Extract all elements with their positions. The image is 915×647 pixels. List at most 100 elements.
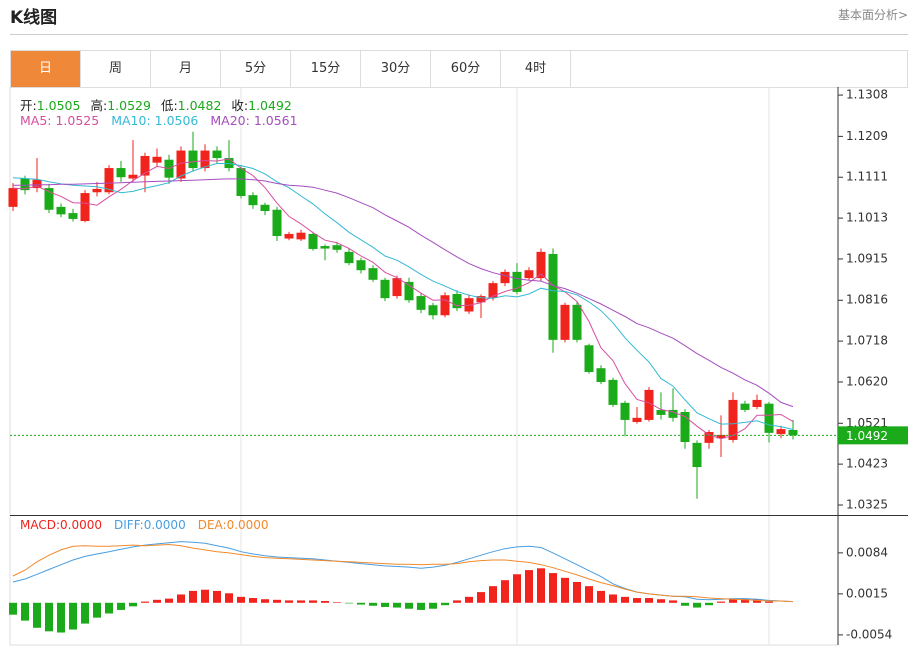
macd-bar <box>609 594 617 603</box>
macd-bar <box>177 594 185 603</box>
macd-bar <box>765 601 773 603</box>
candle-body <box>44 188 54 210</box>
macd-bar <box>405 602 413 609</box>
macd-bar <box>165 598 173 603</box>
macd-bar <box>309 600 317 603</box>
macd-line <box>12 543 794 603</box>
macd-bar <box>141 601 149 603</box>
legend-entry: MA20: 1.0561 <box>210 113 298 128</box>
tab[interactable]: 月 <box>151 51 221 87</box>
chart-title: K线图 <box>10 8 58 28</box>
plot: 1.1308 1.1209 1.1111 1.1013 1.0915 1.0816 1.07… <box>8 88 908 641</box>
macd-bar <box>381 602 389 607</box>
candle-body <box>680 412 690 443</box>
tab[interactable]: 30分 <box>361 51 431 87</box>
candle-body <box>716 434 726 439</box>
macd-bar <box>645 598 653 603</box>
candle-body <box>620 402 630 420</box>
ma-line <box>12 158 794 440</box>
y-tick-label: 1.0718 <box>846 334 888 348</box>
y-tick-label: 1.0325 <box>846 497 888 511</box>
candle-body <box>608 379 618 405</box>
legend-entry: MACD:0.0000 <box>20 518 103 532</box>
candle-body <box>200 150 210 169</box>
candle-body <box>140 155 150 176</box>
candle-body <box>260 204 270 212</box>
macd-bar <box>717 601 725 603</box>
candle-body <box>344 251 354 264</box>
tab[interactable]: 周 <box>81 51 151 87</box>
y-tick-label: 1.1308 <box>846 88 888 102</box>
last-price-tag <box>838 426 908 445</box>
candle-body <box>416 296 426 310</box>
macd-bar <box>81 602 89 624</box>
period-tabs: 日周月 5分 15分 30分 60分 4时 <box>10 50 908 88</box>
candle-body <box>212 150 222 159</box>
y-tick-label: 1.0816 <box>846 293 888 307</box>
y-tick-label: 0.0084 <box>846 545 888 559</box>
macd-bar <box>21 602 29 621</box>
macd-bar <box>465 596 473 603</box>
macd-bar <box>513 574 521 603</box>
tab[interactable]: 5分 <box>221 51 291 87</box>
y-tick-label: 1.0423 <box>846 457 888 471</box>
y-tick-label: 1.0915 <box>846 251 888 265</box>
macd-bar <box>345 602 353 604</box>
ma-line <box>12 163 794 430</box>
macd-line <box>12 541 794 603</box>
candle-body <box>368 268 378 280</box>
candle-body <box>632 417 642 423</box>
macd-bar <box>537 568 545 603</box>
tab[interactable]: 日 <box>11 51 81 87</box>
macd-bar <box>729 599 737 603</box>
ohlc-info: 开:1.0505 高:1.0529 低:1.0482 收:1.0492 <box>20 95 302 114</box>
candle-body <box>32 179 42 189</box>
legend-entry: DIFF:0.0000 <box>114 518 186 532</box>
candle-body <box>428 305 438 316</box>
macd-bar <box>249 598 257 603</box>
tab[interactable]: 15分 <box>291 51 361 87</box>
macd-bar <box>129 602 137 607</box>
macd-bar <box>189 590 197 603</box>
candle-body <box>692 442 702 468</box>
candle-body <box>440 295 450 316</box>
y-tick-label: 1.1111 <box>846 170 888 184</box>
divider <box>10 34 908 35</box>
macd-bar <box>237 596 245 603</box>
candle-body <box>476 296 486 303</box>
info-value: 1.0492 <box>248 98 292 113</box>
macd-bar <box>429 602 437 609</box>
candle-body <box>176 150 186 179</box>
candle-body <box>308 233 318 249</box>
candle-body <box>272 209 282 237</box>
macd-bar <box>705 602 713 606</box>
macd-bar <box>201 589 209 603</box>
candle-body <box>104 168 114 193</box>
candle-body <box>704 432 714 443</box>
y-tick-label: -0.0054 <box>846 627 892 641</box>
candle-body <box>392 278 402 297</box>
candle-body <box>788 429 798 436</box>
candle-body <box>452 293 462 309</box>
legend-entry: MA5: 1.0525 <box>20 113 100 128</box>
candle-body <box>500 271 510 284</box>
macd-bar <box>369 602 377 606</box>
candle-body <box>404 281 414 301</box>
tab[interactable]: 4时 <box>501 51 571 87</box>
candle-body <box>56 206 66 215</box>
candle-body <box>524 270 534 279</box>
macd-bar <box>489 586 497 603</box>
macd-bar <box>561 577 569 603</box>
candle-body <box>488 283 498 298</box>
macd-bar <box>501 580 509 603</box>
candle-body <box>20 178 30 191</box>
info-label: 收: <box>231 98 249 113</box>
candle-body <box>236 168 246 197</box>
fundamental-link[interactable]: 基本面分析> <box>837 8 908 22</box>
candle-body <box>536 251 546 279</box>
ma-line <box>13 178 794 408</box>
candle-body <box>380 279 390 299</box>
candle-body <box>644 389 654 420</box>
tab[interactable]: 60分 <box>431 51 501 87</box>
